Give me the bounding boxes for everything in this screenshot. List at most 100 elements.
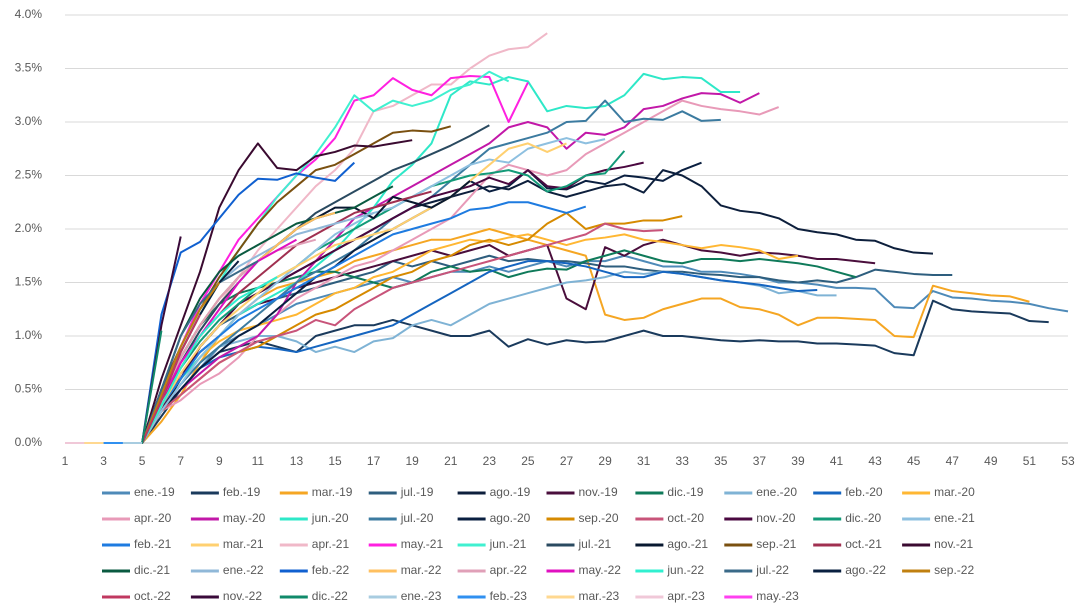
legend-label: sep.-22 [934, 563, 974, 577]
legend-label: sep.-21 [756, 537, 796, 551]
x-tick-label: 5 [139, 454, 146, 468]
legend-label: nov.-21 [934, 537, 973, 551]
series-line [65, 74, 529, 444]
legend: ene.-19 feb.-19 mar.-19 jul.-19 ago.-19 nov.-… [102, 485, 975, 603]
series-line [65, 161, 356, 444]
legend-label: dic.-21 [134, 563, 170, 577]
y-tick-label: 4.0% [15, 7, 43, 21]
x-tick-label: 53 [1061, 454, 1075, 468]
x-tick-label: 41 [830, 454, 844, 468]
legend-label: ene.-22 [223, 563, 264, 577]
x-tick-label: 49 [984, 454, 998, 468]
series-line [65, 32, 548, 444]
series-line [65, 161, 702, 444]
legend-label: may.-22 [579, 563, 622, 577]
x-tick-label: 3 [100, 454, 107, 468]
x-tick-label: 45 [907, 454, 921, 468]
legend-label: jul.-21 [578, 537, 612, 551]
x-tick-label: 23 [483, 454, 497, 468]
x-tick-label: 27 [560, 454, 574, 468]
series-line [65, 161, 644, 444]
x-tick-label: 39 [791, 454, 805, 468]
x-tick-label: 37 [753, 454, 767, 468]
legend-label: oct.-21 [845, 537, 882, 551]
x-tick-label: 7 [177, 454, 184, 468]
axis-labels: 0.0%0.5%1.0%1.5%2.0%2.5%3.0%3.5%4.0%1 3 5 7… [15, 7, 1075, 468]
x-tick-label: 43 [868, 454, 882, 468]
legend-label: apr.-22 [490, 563, 528, 577]
legend-label: mar.-19 [312, 485, 353, 499]
x-tick-label: 19 [406, 454, 420, 468]
legend-label: ene.-23 [401, 589, 442, 603]
series-line [65, 142, 567, 444]
x-tick-label: 21 [444, 454, 458, 468]
legend-label: jun.-20 [311, 511, 349, 525]
legend-label: dic.-19 [667, 485, 703, 499]
series-line [65, 139, 413, 444]
legend-label: feb.-21 [134, 537, 172, 551]
legend-label: ene.-21 [934, 511, 975, 525]
legend-label: may.-23 [756, 589, 799, 603]
plot-area [65, 32, 1069, 444]
legend-label: feb.-19 [223, 485, 261, 499]
series-line [65, 238, 297, 444]
series-line [65, 137, 606, 444]
legend-label: may.-20 [223, 511, 266, 525]
legend-label: oct.-20 [667, 511, 704, 525]
legend-label: mar.-21 [223, 537, 264, 551]
legend-label: ago.-19 [490, 485, 531, 499]
legend-label: feb.-22 [312, 563, 350, 577]
legend-label: feb.-20 [845, 485, 883, 499]
legend-label: ene.-19 [134, 485, 175, 499]
y-tick-label: 3.0% [15, 114, 43, 128]
legend-label: ago.-21 [667, 537, 708, 551]
series-line [65, 125, 452, 444]
legend-label: nov.-22 [223, 589, 262, 603]
x-tick-label: 15 [328, 454, 342, 468]
legend-label: mar.-23 [579, 589, 620, 603]
legend-label: nov.-19 [579, 485, 618, 499]
legend-label: mar.-22 [401, 563, 442, 577]
grid [65, 14, 1068, 444]
legend-label: jul.-20 [400, 511, 434, 525]
y-tick-label: 2.5% [15, 168, 43, 182]
legend-label: ago.-20 [490, 511, 531, 525]
series-line [65, 254, 1069, 444]
x-tick-label: 51 [1023, 454, 1037, 468]
legend-label: nov.-20 [756, 511, 795, 525]
x-tick-label: 13 [290, 454, 304, 468]
x-tick-label: 25 [521, 454, 535, 468]
legend-label: jul.-19 [400, 485, 434, 499]
y-tick-label: 2.0% [15, 221, 43, 235]
legend-label: ago.-22 [845, 563, 886, 577]
series-line [65, 99, 780, 444]
series-line [65, 238, 317, 444]
legend-label: sep.-20 [579, 511, 619, 525]
x-tick-label: 17 [367, 454, 381, 468]
y-tick-label: 0.5% [15, 382, 43, 396]
x-tick-label: 11 [252, 454, 265, 468]
legend-label: oct.-22 [134, 589, 171, 603]
legend-label: feb.-23 [490, 589, 528, 603]
legend-label: apr.-23 [667, 589, 705, 603]
x-tick-label: 29 [598, 454, 612, 468]
x-tick-label: 9 [216, 454, 223, 468]
y-tick-label: 3.5% [15, 61, 43, 75]
legend-label: dic.-22 [312, 589, 348, 603]
legend-label: jun.-22 [666, 563, 704, 577]
legend-label: ene.-20 [756, 485, 797, 499]
legend-label: may.-21 [401, 537, 444, 551]
legend-label: mar.-20 [934, 485, 975, 499]
legend-label: jun.-21 [489, 537, 527, 551]
series-line [65, 299, 1049, 444]
x-tick-label: 47 [946, 454, 960, 468]
x-tick-label: 1 [62, 454, 69, 468]
y-tick-label: 1.5% [15, 275, 43, 289]
y-tick-label: 0.0% [15, 435, 43, 449]
series-line [65, 222, 663, 444]
x-tick-label: 33 [676, 454, 690, 468]
legend-label: apr.-21 [312, 537, 350, 551]
legend-label: dic.-20 [845, 511, 881, 525]
x-tick-label: 35 [714, 454, 728, 468]
